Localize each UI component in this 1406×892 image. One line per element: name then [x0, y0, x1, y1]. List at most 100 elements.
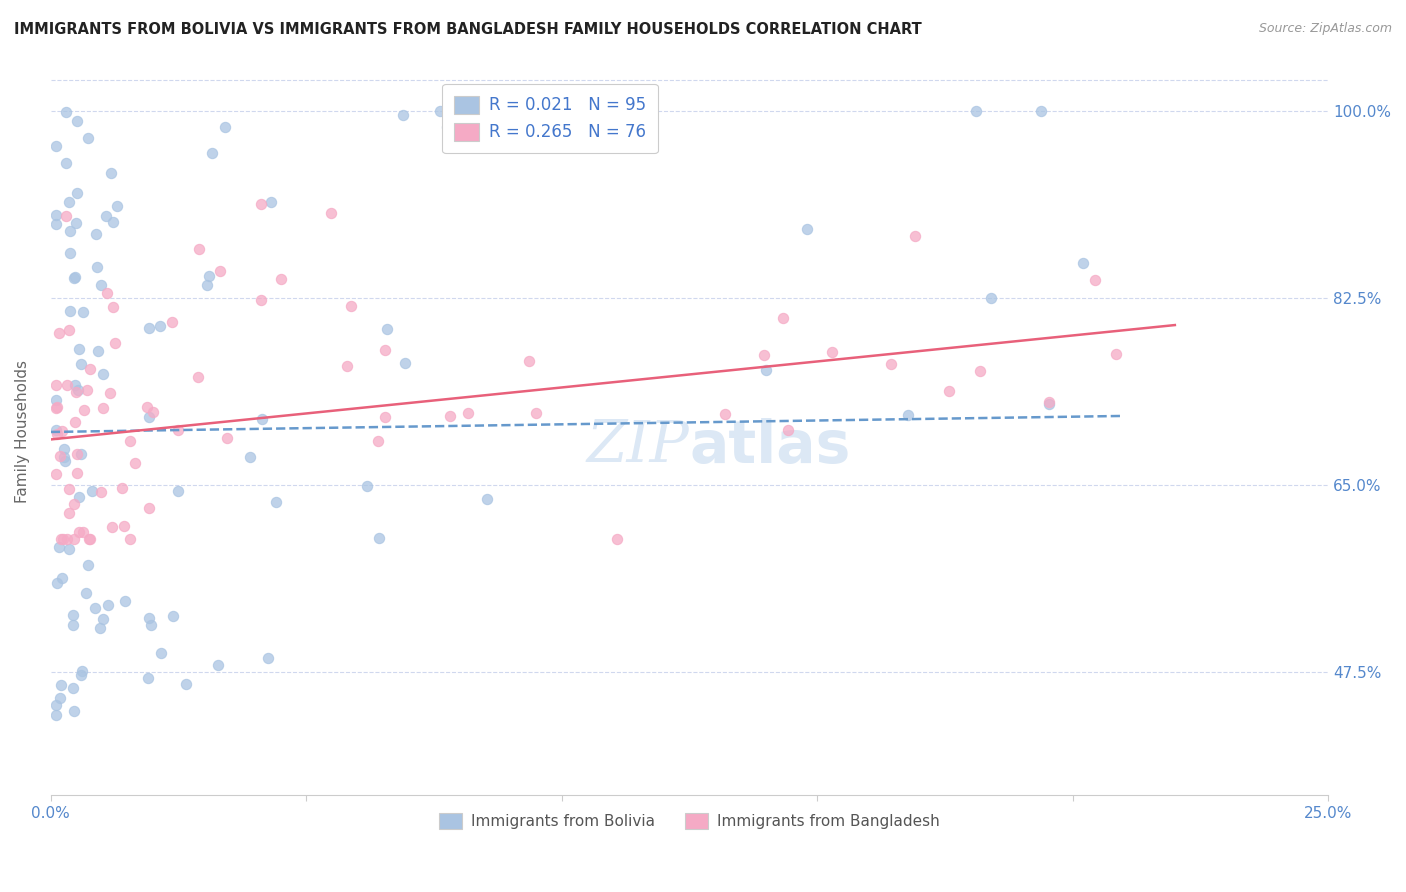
Point: [45, 698, 67, 713]
Point: [217, 431, 239, 445]
Point: [62, 681, 84, 696]
Point: [48, 541, 70, 555]
Point: [67, 342, 90, 356]
Point: [72, 665, 94, 679]
Point: [72, 524, 94, 539]
Point: [195, 277, 218, 292]
Point: [52, 532, 75, 546]
Point: [65, 378, 87, 392]
Point: [374, 410, 396, 425]
Point: [150, 646, 173, 660]
Point: [65, 216, 87, 230]
Point: [138, 409, 160, 424]
Point: [63, 415, 86, 429]
Point: [752, 348, 775, 362]
Point: [66, 447, 89, 461]
Point: [55, 156, 77, 170]
Point: [76, 558, 98, 573]
Point: [49, 677, 72, 691]
Point: [198, 268, 221, 283]
Point: [714, 407, 737, 421]
Point: [49, 691, 72, 706]
Point: [59, 246, 82, 260]
Point: [45, 467, 67, 481]
Point: [188, 242, 211, 256]
Point: [250, 293, 273, 307]
Point: [58, 542, 80, 557]
Point: [55, 105, 77, 120]
Point: [70, 668, 93, 682]
Y-axis label: Family Households: Family Households: [15, 360, 30, 503]
Point: [120, 532, 142, 546]
Point: [93, 612, 115, 626]
Point: [58, 323, 80, 337]
Point: [368, 531, 391, 545]
Point: [980, 291, 1002, 305]
Text: atlas: atlas: [689, 418, 851, 475]
Point: [174, 677, 197, 691]
Text: ZIP: ZIP: [586, 418, 689, 475]
Point: [70, 447, 93, 461]
Point: [45, 217, 67, 231]
Point: [1084, 273, 1107, 287]
Point: [62, 497, 84, 511]
Point: [1038, 395, 1060, 409]
Point: [49, 449, 72, 463]
Point: [138, 320, 160, 334]
Point: [112, 519, 135, 533]
Point: [250, 412, 273, 426]
Point: [52, 450, 75, 465]
Point: [45, 208, 67, 222]
Point: [124, 456, 146, 470]
Point: [84, 227, 107, 241]
Point: [77, 131, 100, 145]
Point: [66, 467, 89, 481]
Point: [778, 423, 800, 437]
Point: [65, 384, 87, 399]
Point: [475, 492, 498, 507]
Point: [79, 361, 101, 376]
Point: [105, 198, 128, 212]
Point: [97, 598, 120, 612]
Point: [45, 139, 67, 153]
Point: [965, 104, 987, 119]
Point: [80, 484, 103, 499]
Point: [49, 532, 72, 546]
Point: [880, 357, 903, 371]
Point: [1031, 104, 1053, 119]
Point: [45, 401, 67, 415]
Point: [214, 120, 236, 135]
Point: [93, 401, 115, 415]
Point: [754, 363, 776, 377]
Point: [91, 368, 114, 382]
Point: [67, 524, 90, 539]
Point: [187, 370, 209, 384]
Point: [65, 186, 87, 200]
Point: [436, 120, 458, 135]
Point: [72, 403, 94, 417]
Point: [45, 708, 67, 723]
Point: [374, 343, 396, 358]
Point: [72, 305, 94, 319]
Point: [75, 585, 97, 599]
Point: [142, 404, 165, 418]
Point: [45, 392, 67, 407]
Point: [51, 571, 73, 585]
Point: [59, 304, 82, 318]
Point: [239, 450, 262, 464]
Point: [249, 196, 271, 211]
Point: [45, 423, 67, 437]
Point: [100, 386, 122, 401]
Point: [938, 384, 960, 398]
Point: [524, 406, 547, 420]
Point: [160, 315, 183, 329]
Point: [70, 357, 93, 371]
Point: [67, 383, 90, 397]
Point: [48, 326, 70, 340]
Point: [1073, 256, 1095, 270]
Point: [86, 260, 108, 274]
Point: [208, 263, 231, 277]
Point: [606, 532, 628, 546]
Point: [90, 484, 112, 499]
Point: [335, 359, 357, 373]
